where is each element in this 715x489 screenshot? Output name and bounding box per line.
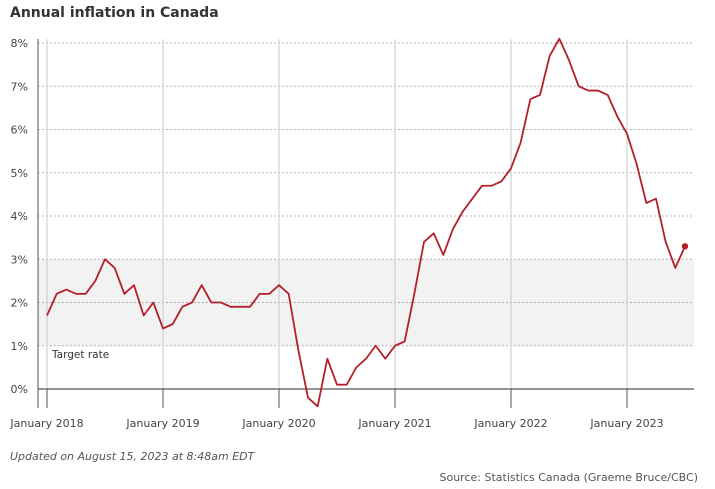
y-tick-label: 7%: [11, 80, 28, 93]
chart-title: Annual inflation in Canada: [10, 5, 219, 21]
y-tick-label: 6%: [11, 124, 28, 137]
target-rate-label: Target rate: [51, 349, 109, 361]
x-tick-label: January 2019: [125, 417, 199, 430]
source-credit: Source: Statistics Canada (Graeme Bruce/…: [439, 471, 698, 484]
y-tick-label: 1%: [11, 340, 28, 353]
x-tick-label: January 2020: [241, 417, 315, 430]
x-tick-label: January 2021: [357, 417, 431, 430]
y-tick-label: 3%: [11, 253, 28, 266]
x-tick-label: January 2018: [9, 417, 83, 430]
x-tick-label: January 2022: [473, 417, 547, 430]
inflation-series-line: [46, 37, 686, 408]
latest-value-point: [681, 243, 689, 250]
x-tick-label: January 2023: [589, 417, 663, 430]
y-tick-label: 2%: [11, 297, 28, 310]
updated-note: Updated on August 15, 2023 at 8:48am EDT: [10, 450, 255, 463]
y-tick-label: 4%: [11, 210, 28, 223]
y-tick-label: 5%: [11, 167, 28, 180]
y-tick-label: 8%: [11, 37, 28, 50]
y-tick-label: 0%: [11, 383, 28, 396]
